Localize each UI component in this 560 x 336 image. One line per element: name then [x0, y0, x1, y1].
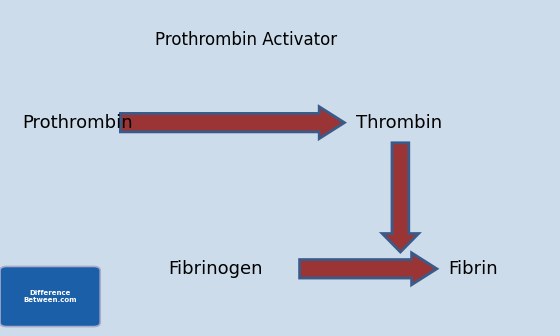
- FancyArrow shape: [300, 253, 437, 285]
- FancyArrow shape: [382, 143, 418, 252]
- Text: Difference
Between.com: Difference Between.com: [24, 290, 77, 303]
- Text: Thrombin: Thrombin: [356, 114, 442, 132]
- FancyArrow shape: [120, 107, 344, 138]
- Text: Fibrin: Fibrin: [448, 260, 498, 278]
- FancyBboxPatch shape: [0, 266, 100, 327]
- Text: Fibrinogen: Fibrinogen: [168, 260, 263, 278]
- Text: Prothrombin: Prothrombin: [22, 114, 133, 132]
- Text: Prothrombin Activator: Prothrombin Activator: [155, 31, 338, 49]
